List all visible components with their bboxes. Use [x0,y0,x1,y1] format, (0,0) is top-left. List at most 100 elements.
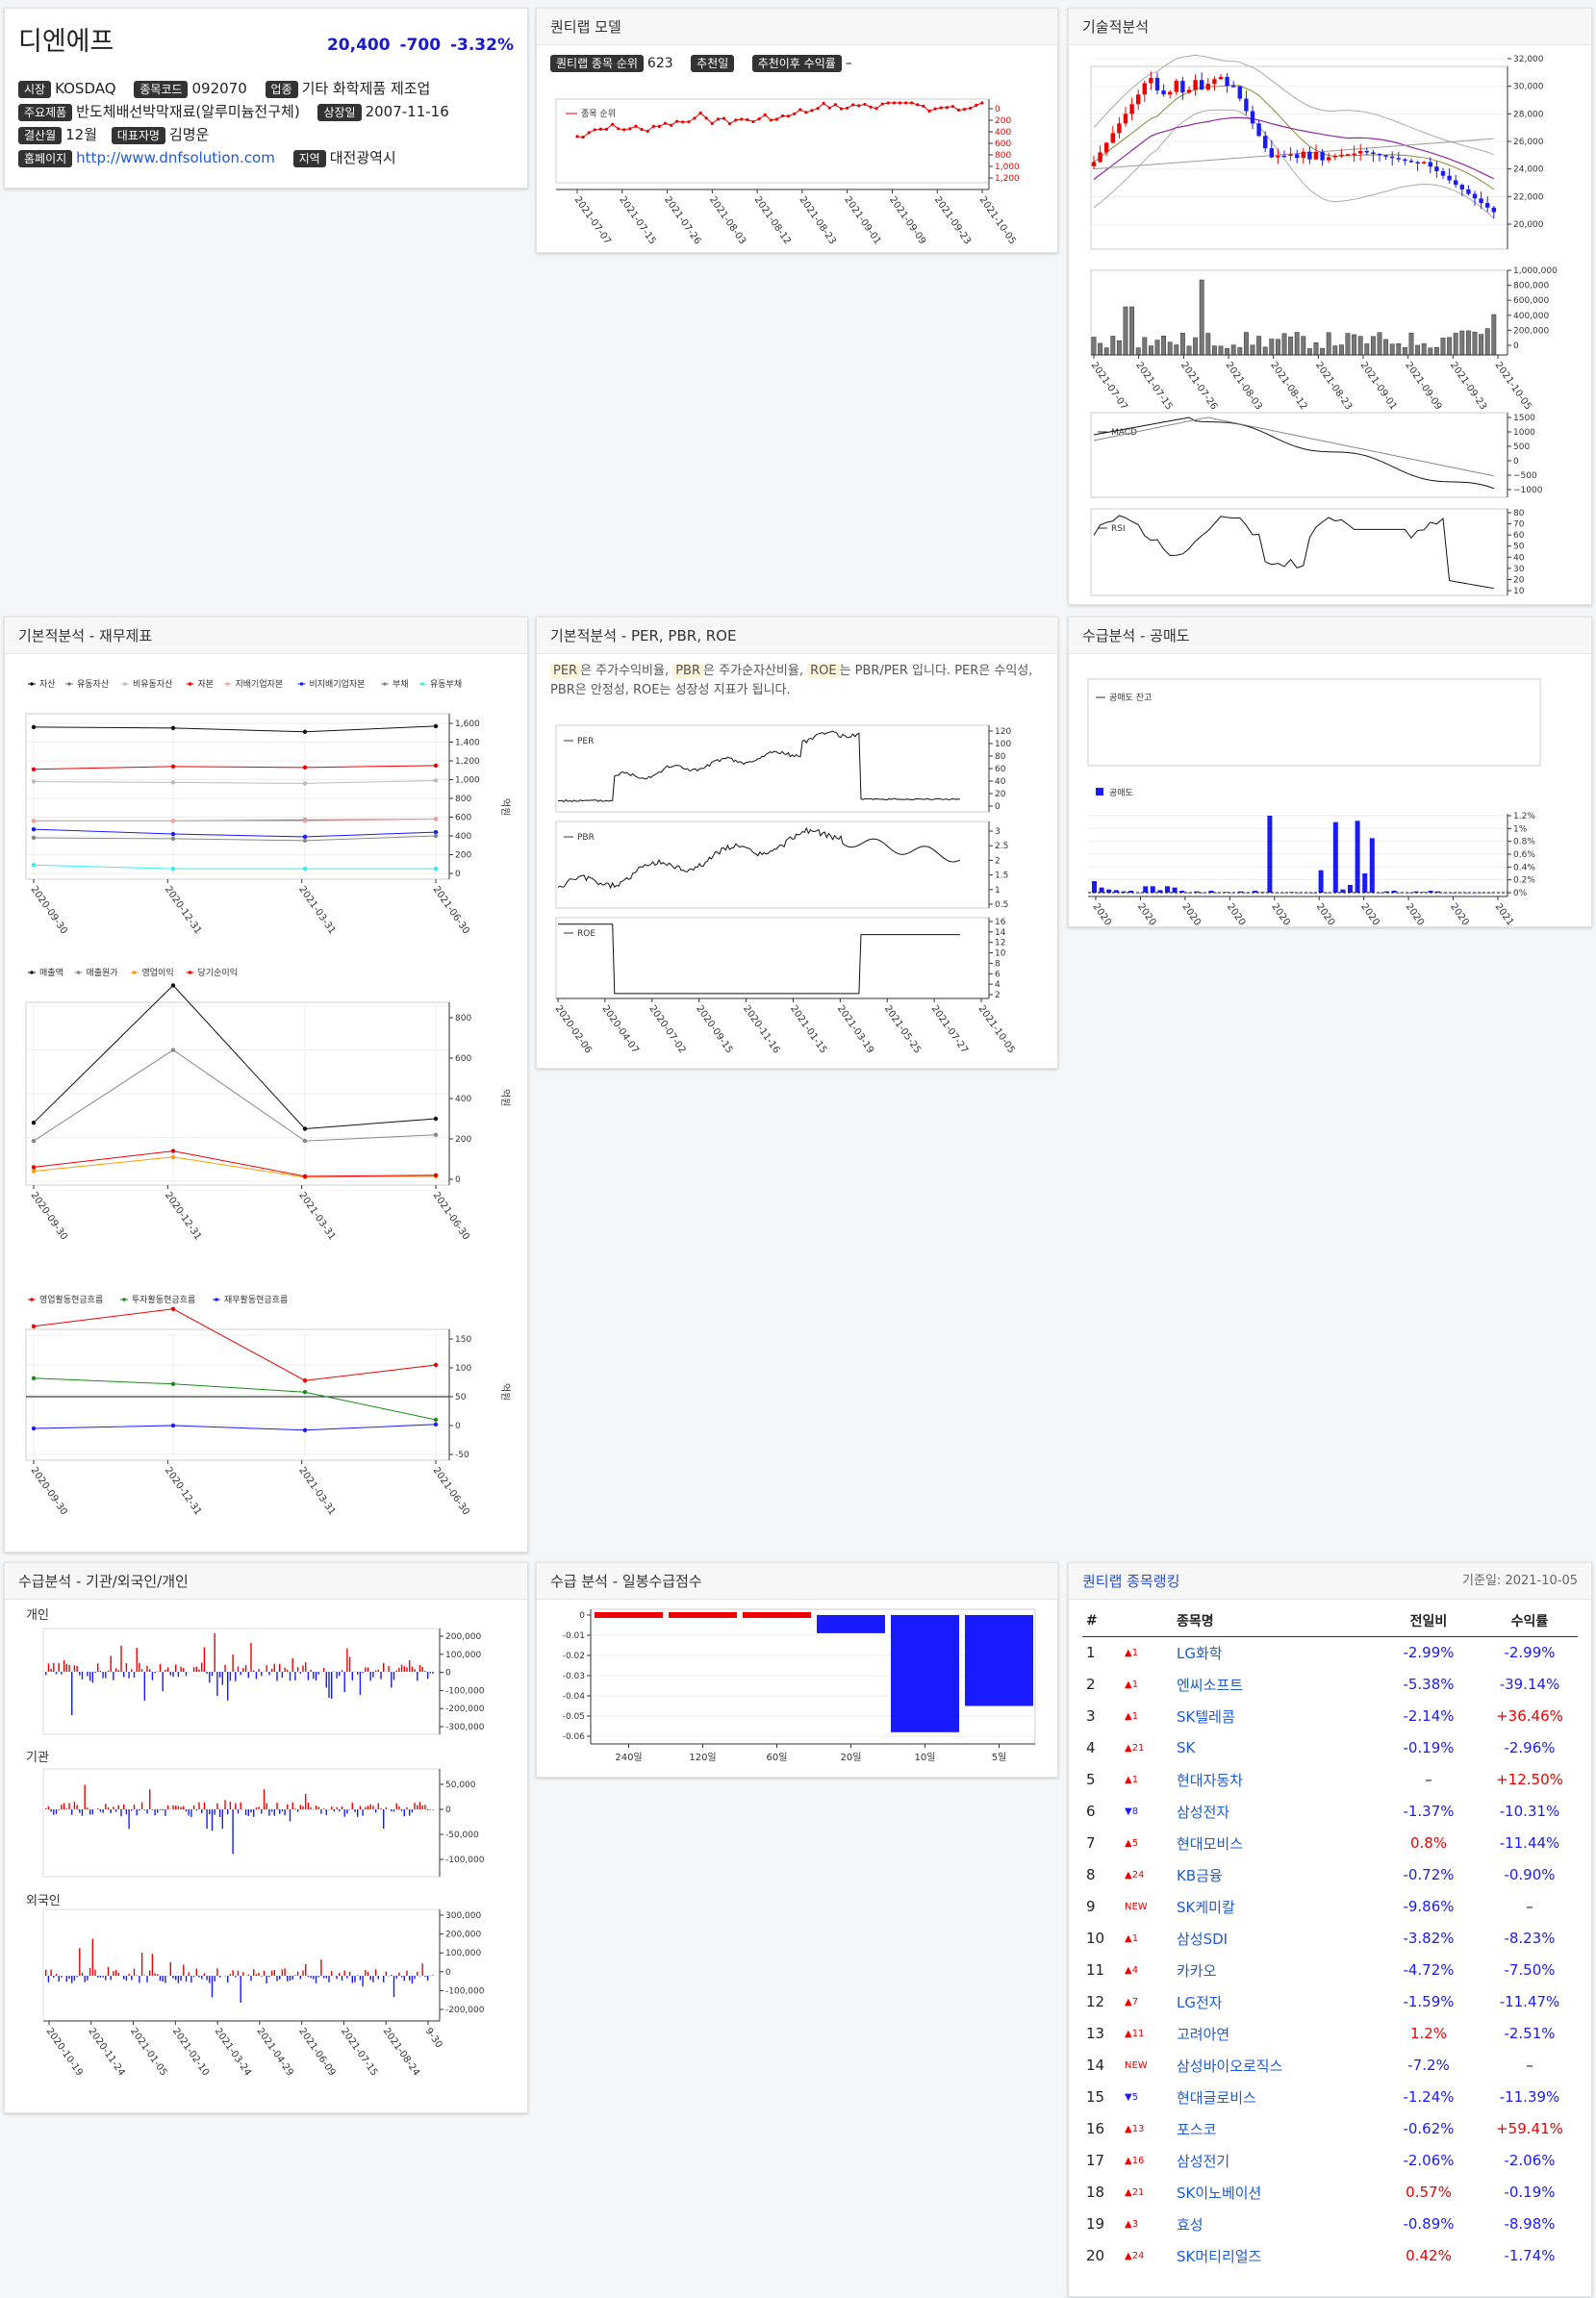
flow-bar [359,1672,362,1695]
stock-name[interactable]: 삼성전기 [1177,2152,1230,2170]
stock-name[interactable]: 삼성전자 [1177,1803,1230,1821]
stock-name[interactable]: KB금융 [1177,1866,1223,1884]
flow-bar [105,1804,107,1809]
rank-point [839,107,844,111]
col-return: 수익률 [1482,1605,1578,1637]
stock-name[interactable]: SK이노베이션 [1177,2184,1262,2202]
flow-bar [45,1807,47,1809]
flow-bar [195,1809,197,1811]
flow-bar [391,1672,393,1688]
flow-bar [247,1672,249,1679]
flow-bar [105,1672,107,1679]
flow-bar [198,1802,200,1809]
flow-bar [73,1802,76,1809]
tick-label: 80 [995,752,1006,762]
flow-bar [107,1807,110,1809]
flow-bar [284,1968,286,1976]
flow-bar [131,1669,133,1672]
ranking-row[interactable]: 6 ▼8 삼성전자 -1.37% -10.31% [1082,1796,1578,1828]
flow-bar [237,1970,240,1976]
flow-bar [79,1948,81,1976]
flow-bar [250,1643,252,1672]
ranking-row[interactable]: 9 NEW SK케미칼 -9.86% – [1082,1891,1578,1923]
ranking-row[interactable]: 11 ▲4 카카오 -4.72% -7.50% [1082,1955,1578,1986]
rec-date-tag: 추천일 [691,55,735,72]
day-change: 0.42% [1406,2247,1452,2264]
flow-bar [242,1668,244,1672]
series-point [433,723,439,729]
stock-name[interactable]: LG전자 [1177,1993,1223,2011]
ranking-row[interactable]: 3 ▲1 SK텔레콤 -2.14% +36.46% [1082,1701,1578,1732]
flow-bar [276,1672,278,1681]
ranking-row[interactable]: 1 ▲1 LG화학 -2.99% -2.99% [1082,1637,1578,1669]
ranking-row[interactable]: 19 ▲3 효성 -0.89% -8.98% [1082,2209,1578,2240]
score-bar [743,1612,811,1618]
flow-bar [398,1972,400,1976]
tick-label: 100 [995,740,1011,749]
series-point [31,819,37,823]
ranking-row[interactable]: 18 ▲21 SK이노베이션 0.57% -0.19% [1082,2177,1578,2209]
stock-name[interactable]: 삼성SDI [1177,1930,1229,1948]
candle [1396,158,1401,160]
ranking-row[interactable]: 4 ▲21 SK -0.19% -2.96% [1082,1732,1578,1764]
ranking-row[interactable]: 14 NEW 삼성바이오로직스 -7.2% – [1082,2050,1578,2082]
ranking-row[interactable]: 20 ▲24 SK머티리얼즈 0.42% -1.74% [1082,2240,1578,2272]
stock-name[interactable]: SK [1177,1739,1196,1756]
stock-name[interactable]: 현대모비스 [1177,1834,1244,1853]
rank-point [611,122,615,126]
candle [1142,83,1147,95]
flow-bar [105,1976,107,1981]
ranking-row[interactable]: 16 ▲13 포스코 -0.62% +59.41% [1082,2113,1578,2145]
stock-name[interactable]: 고려아연 [1177,2025,1230,2043]
stock-name[interactable]: 효성 [1177,2215,1203,2234]
ranking-row[interactable]: 10 ▲1 삼성SDI -3.82% -8.23% [1082,1923,1578,1955]
x-tick-label: 2021-06-30 [431,884,471,936]
flow-bar [385,1806,388,1809]
tick-label: -100,000 [445,1986,485,1996]
ranking-row[interactable]: 13 ▲11 고려아연 1.2% -2.51% [1082,2018,1578,2050]
flow-bar [73,1665,76,1672]
tick-label: 0.8% [1513,838,1535,847]
candle [1180,81,1185,93]
flow-bar [270,1970,273,1976]
return-value: +12.50% [1496,1771,1563,1788]
candle [1320,152,1325,161]
rank-point [704,116,708,120]
per-label: PER [577,737,594,746]
homepage-link[interactable]: http://www.dnfsolution.com [76,149,275,166]
flow-bar [270,1809,273,1812]
flow-bar [362,1976,364,1986]
ranking-row[interactable]: 17 ▲16 삼성전기 -2.06% -2.06% [1082,2145,1578,2177]
stock-name[interactable]: 삼성바이오로직스 [1177,2057,1283,2075]
stock-name[interactable]: SK텔레콤 [1177,1707,1235,1726]
candle [1154,77,1160,91]
ranking-row[interactable]: 2 ▲1 엔씨소프트 -5.38% -39.14% [1082,1669,1578,1701]
flow-bar [211,1672,214,1677]
legend-dot [132,971,137,974]
tick-label: 1.5 [995,871,1008,881]
stock-name[interactable]: 포스코 [1177,2120,1217,2138]
volume-bar [1237,347,1243,356]
stock-name[interactable]: 현대자동차 [1177,1771,1244,1789]
stock-name[interactable]: SK머티리얼즈 [1177,2247,1262,2265]
ranking-row[interactable]: 8 ▲24 KB금융 -0.72% -0.90% [1082,1859,1578,1891]
stock-name[interactable]: 엔씨소프트 [1177,1676,1244,1694]
stock-name[interactable]: SK케미칼 [1177,1898,1235,1916]
flow-bar [247,1809,249,1816]
series-point [31,724,37,730]
stock-name[interactable]: 카카오 [1177,1961,1217,1980]
ranking-row[interactable]: 15 ▼5 현대글로비스 -1.24% -11.39% [1082,2082,1578,2113]
flow-bar [94,1672,96,1673]
ranking-row[interactable]: 12 ▲7 LG전자 -1.59% -11.47% [1082,1986,1578,2018]
short-bar [1435,891,1441,893]
stock-name[interactable]: 현대글로비스 [1177,2088,1256,2107]
tick-label: 200,000 [1513,326,1549,336]
tick-label: 1,000 [995,163,1020,172]
flow-bar [235,1672,237,1681]
price-change: -700 [399,36,442,55]
stock-name[interactable]: LG화학 [1177,1644,1223,1662]
ranking-row[interactable]: 7 ▲5 현대모비스 0.8% -11.44% [1082,1828,1578,1859]
series-point [170,1149,176,1153]
ranking-row[interactable]: 5 ▲1 현대자동차 – +12.50% [1082,1764,1578,1796]
flow-bar [253,1670,255,1672]
